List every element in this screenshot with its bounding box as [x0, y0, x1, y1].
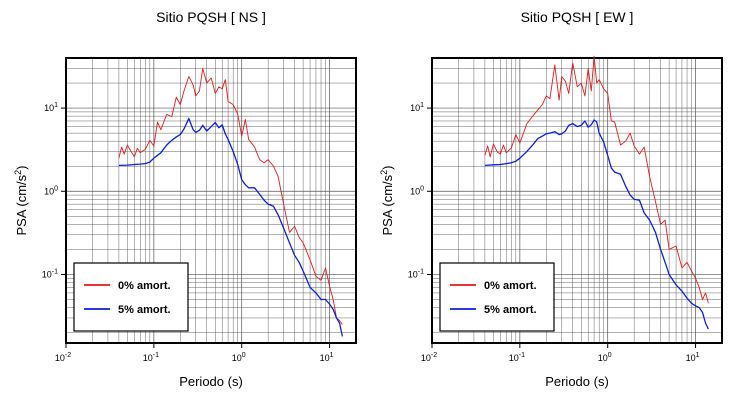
x-tick-base: 10: [143, 353, 153, 363]
x-axis-label: Periodo (s): [545, 374, 609, 389]
x-tick-exponent: 1: [330, 352, 334, 359]
y-tick-exponent: 0: [420, 185, 424, 192]
chart-title: Sitio PQSH [ EW ]: [521, 9, 634, 25]
legend: 0% amort. 5% amort.: [73, 262, 189, 332]
y-tick-label: 10-1: [408, 268, 424, 279]
y-axis-label-main: PSA (cm/s: [14, 174, 29, 235]
y-tick-exponent: -1: [418, 268, 424, 275]
chart-title: Sitio PQSH [ NS ]: [156, 9, 266, 25]
y-tick-exponent: -1: [52, 268, 58, 275]
legend-label: 0% amort.: [484, 280, 537, 292]
y-tick-label: 101: [410, 102, 424, 113]
plot-frame: [65, 57, 357, 344]
y-axis-label-main: PSA (cm/s: [380, 174, 395, 235]
x-tick-base: 10: [421, 353, 431, 363]
x-tick-label: 10-1: [509, 352, 525, 363]
y-tick-exponent: 0: [54, 185, 58, 192]
grid: [65, 57, 357, 343]
plot-frame: [431, 57, 723, 344]
y-axis-label-close: ): [14, 165, 29, 169]
y-tick-label: 100: [44, 185, 58, 196]
chart-ns: Sitio PQSH [ NS ]10-2 10-1 100 10110-110010…: [13, 9, 357, 389]
chart-ew: Sitio PQSH [ EW ]10-2 10-1 100 10110-110010…: [379, 9, 723, 389]
x-tick-base: 10: [686, 353, 696, 363]
legend-label: 5% amort.: [484, 304, 537, 316]
y-tick-base: 10: [408, 269, 418, 279]
y-axis-label-sup: 2: [13, 170, 23, 175]
y-tick-base: 10: [42, 269, 52, 279]
legend-label: 5% amort.: [118, 304, 171, 316]
x-tick-label: 10-1: [143, 352, 159, 363]
x-tick-label: 10-2: [55, 352, 71, 363]
legend-box: [73, 262, 189, 332]
legend-box: [439, 262, 555, 332]
series-line-five-percent-damping: [484, 119, 709, 330]
y-axis-label: PSA (cm/s2): [13, 165, 29, 235]
x-tick-base: 10: [598, 353, 608, 363]
y-tick-exponent: 1: [420, 102, 424, 109]
x-tick-base: 10: [320, 353, 330, 363]
y-axis-label: PSA (cm/s2): [379, 165, 395, 235]
x-tick-exponent: 0: [608, 352, 612, 359]
x-tick-exponent: -1: [519, 352, 525, 359]
series-line-zero-damping: [118, 67, 343, 325]
x-tick-base: 10: [232, 353, 242, 363]
x-tick-label: 101: [686, 352, 700, 363]
x-tick-label: 10-2: [421, 352, 437, 363]
x-tick-exponent: -1: [153, 352, 159, 359]
y-axis-label-close: ): [380, 165, 395, 169]
y-tick-exponent: 1: [54, 102, 58, 109]
x-tick-exponent: -2: [431, 352, 437, 359]
legend: 0% amort. 5% amort.: [439, 262, 555, 332]
y-tick-base: 10: [44, 103, 54, 113]
y-tick-label: 101: [44, 102, 58, 113]
y-tick-base: 10: [410, 103, 420, 113]
y-tick-label: 100: [410, 185, 424, 196]
x-tick-base: 10: [55, 353, 65, 363]
x-axis-label: Periodo (s): [179, 374, 243, 389]
x-tick-exponent: 1: [696, 352, 700, 359]
legend-label: 0% amort.: [118, 280, 171, 292]
y-tick-label: 10-1: [42, 268, 58, 279]
x-tick-base: 10: [509, 353, 519, 363]
x-tick-exponent: -2: [65, 352, 71, 359]
y-tick-base: 10: [410, 186, 420, 196]
y-axis-label-sup: 2: [379, 170, 389, 175]
series-line-zero-damping: [484, 55, 709, 304]
x-tick-label: 100: [598, 352, 612, 363]
x-tick-exponent: 0: [242, 352, 246, 359]
y-tick-base: 10: [44, 186, 54, 196]
x-tick-label: 100: [232, 352, 246, 363]
x-tick-label: 101: [320, 352, 334, 363]
series-line-five-percent-damping: [118, 117, 344, 337]
